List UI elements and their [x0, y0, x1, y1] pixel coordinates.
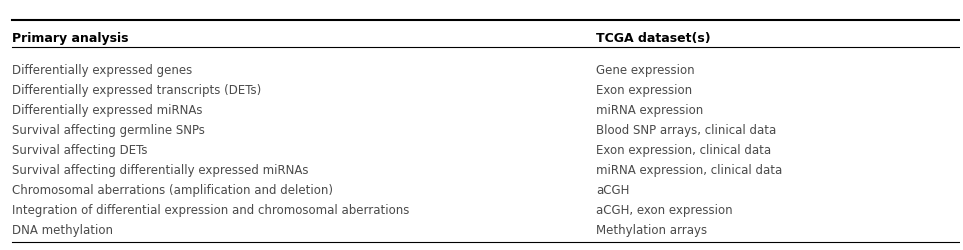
Text: aCGH, exon expression: aCGH, exon expression	[596, 204, 733, 217]
Text: Chromosomal aberrations (amplification and deletion): Chromosomal aberrations (amplification a…	[13, 184, 333, 197]
Text: TCGA dataset(s): TCGA dataset(s)	[596, 32, 711, 45]
Text: Primary analysis: Primary analysis	[13, 32, 129, 45]
Text: Exon expression: Exon expression	[596, 84, 692, 97]
Text: Differentially expressed genes: Differentially expressed genes	[13, 64, 193, 77]
Text: Survival affecting DETs: Survival affecting DETs	[13, 144, 148, 157]
Text: miRNA expression, clinical data: miRNA expression, clinical data	[596, 164, 783, 177]
Text: Gene expression: Gene expression	[596, 64, 695, 77]
Text: miRNA expression: miRNA expression	[596, 104, 704, 117]
Text: Integration of differential expression and chromosomal aberrations: Integration of differential expression a…	[13, 204, 409, 217]
Text: Blood SNP arrays, clinical data: Blood SNP arrays, clinical data	[596, 124, 776, 137]
Text: Differentially expressed miRNAs: Differentially expressed miRNAs	[13, 104, 203, 117]
Text: Differentially expressed transcripts (DETs): Differentially expressed transcripts (DE…	[13, 84, 262, 97]
Text: Exon expression, clinical data: Exon expression, clinical data	[596, 144, 771, 157]
Text: Methylation arrays: Methylation arrays	[596, 224, 708, 237]
Text: Survival affecting germline SNPs: Survival affecting germline SNPs	[13, 124, 205, 137]
Text: aCGH: aCGH	[596, 184, 630, 197]
Text: Survival affecting differentially expressed miRNAs: Survival affecting differentially expres…	[13, 164, 309, 177]
Text: DNA methylation: DNA methylation	[13, 224, 114, 237]
